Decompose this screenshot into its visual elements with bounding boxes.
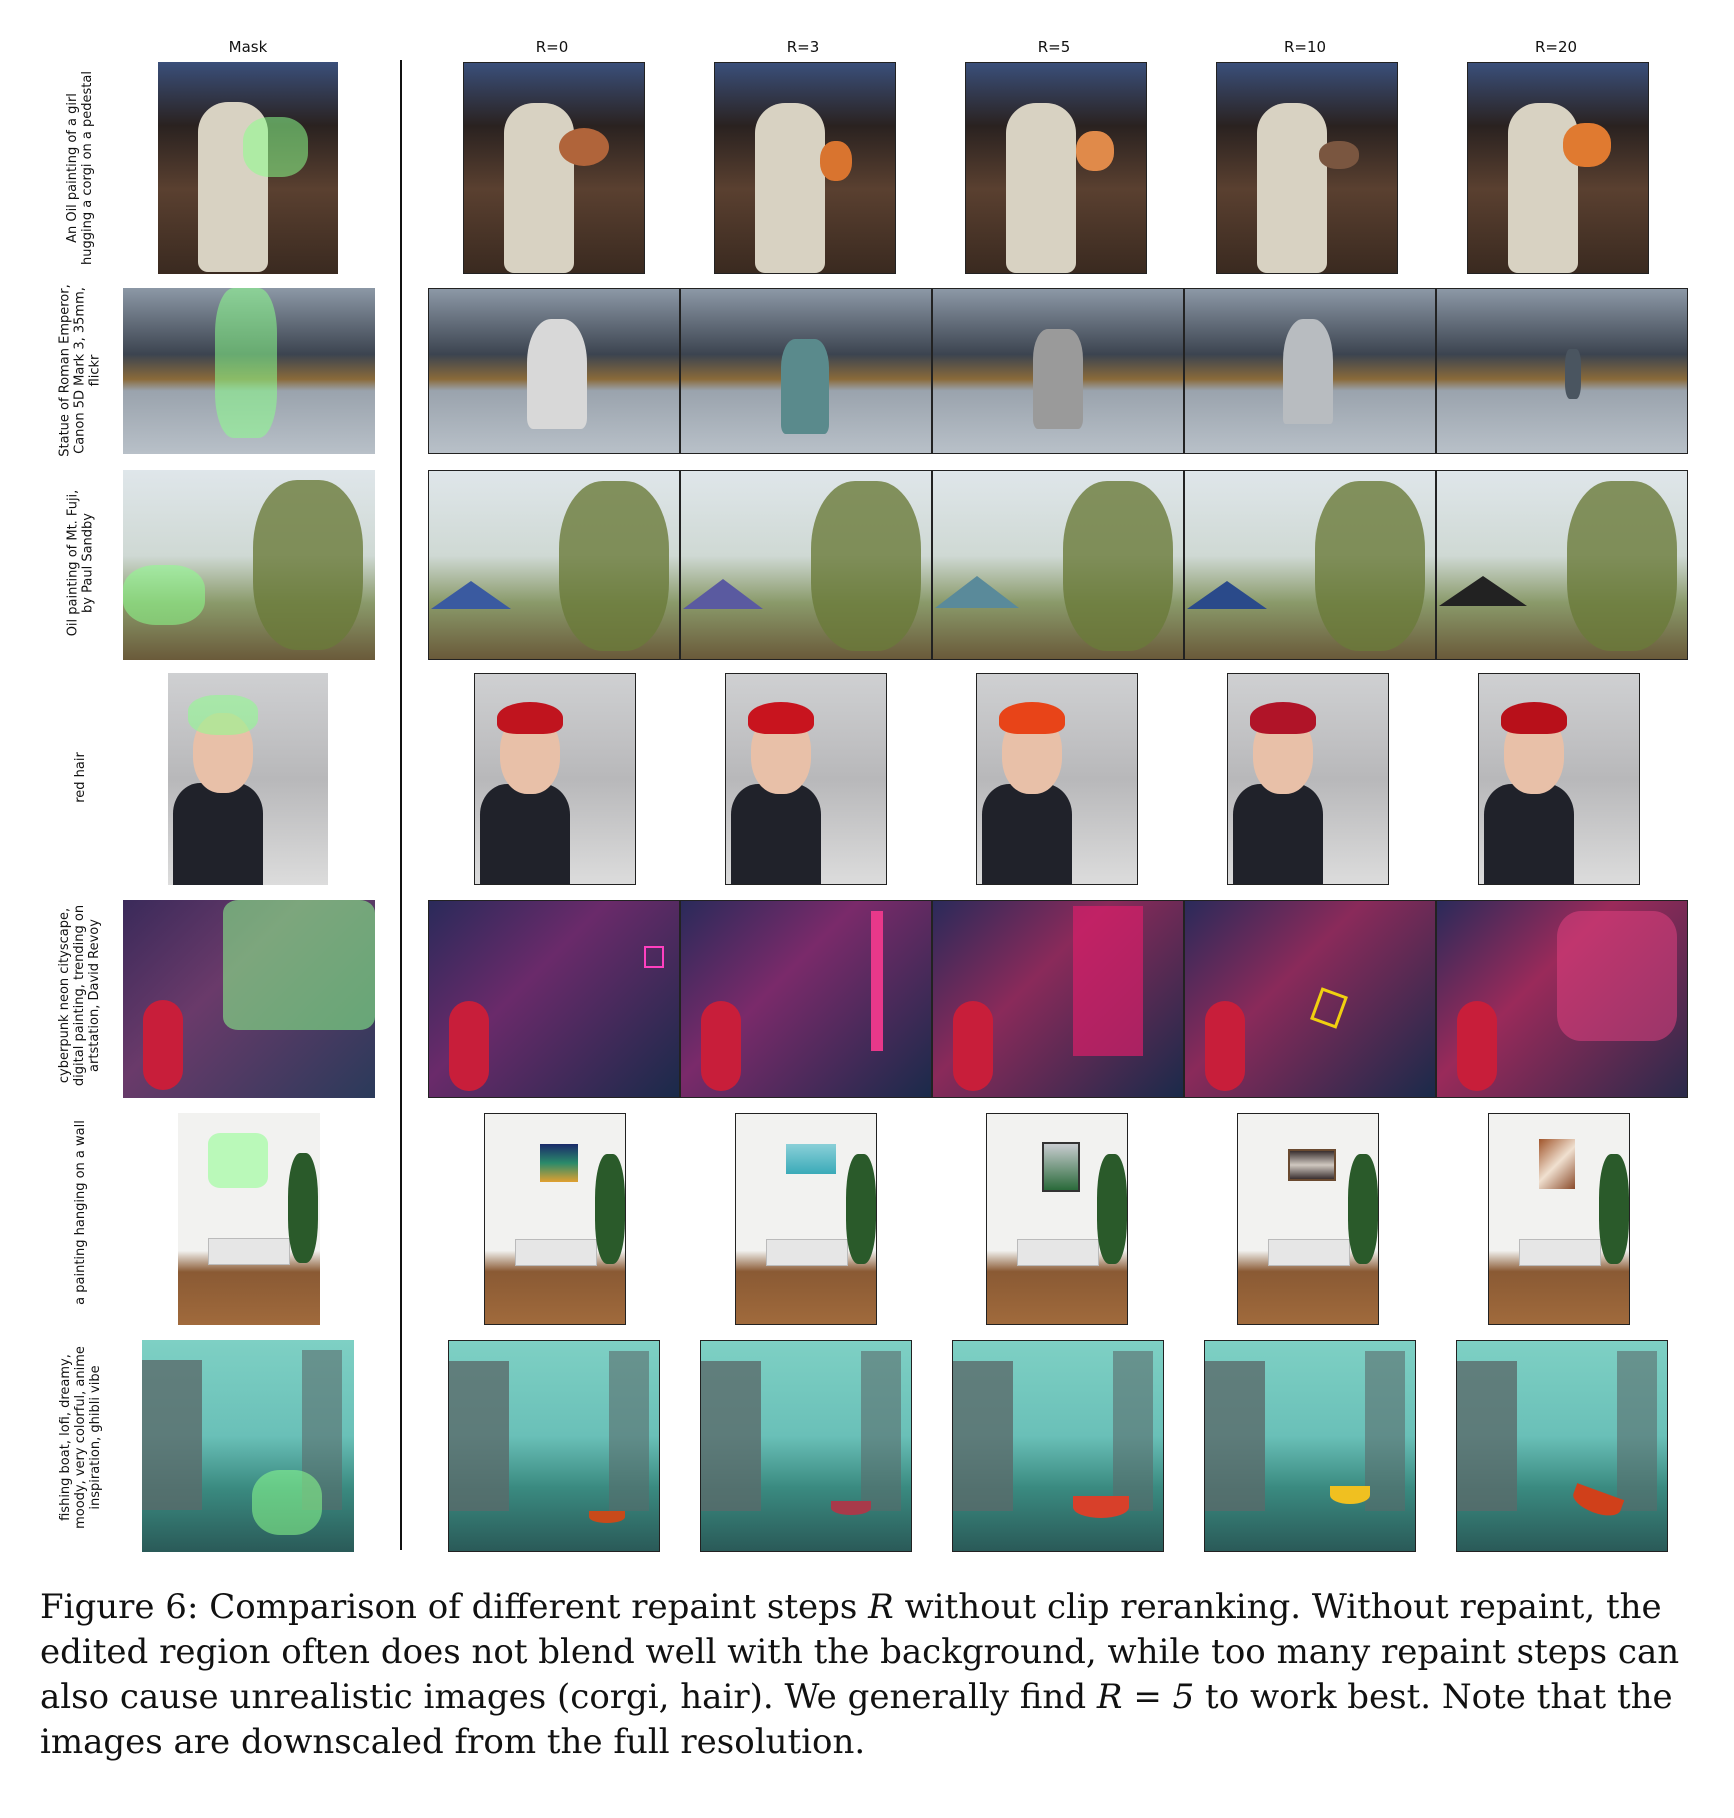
image-wall-r3 bbox=[735, 1113, 877, 1325]
image-corgi-r5 bbox=[965, 62, 1147, 274]
image-cyberpunk-r3 bbox=[680, 900, 932, 1098]
image-hair-r0 bbox=[474, 673, 636, 885]
caption-text-1: Comparison of different repaint steps bbox=[198, 1587, 869, 1627]
row-label-red-hair: red hair bbox=[72, 752, 88, 803]
image-wall-r20 bbox=[1488, 1113, 1630, 1325]
caption-text-2: without clip reranking. Without repaint,… bbox=[40, 1587, 1680, 1717]
image-cyberpunk-r5 bbox=[932, 900, 1184, 1098]
image-corgi-r20 bbox=[1467, 62, 1649, 274]
column-header-r3: R=3 bbox=[786, 38, 820, 56]
column-header-r10: R=10 bbox=[1283, 38, 1327, 56]
image-statue-r10 bbox=[1184, 288, 1436, 454]
caption-var-r: R bbox=[868, 1587, 894, 1627]
image-boat-r3 bbox=[700, 1340, 912, 1552]
image-wall-r10 bbox=[1237, 1113, 1379, 1325]
row-label-painting-wall: a painting hanging on a wall bbox=[72, 1120, 88, 1305]
image-cyberpunk-r0 bbox=[428, 900, 680, 1098]
caption-figure-label: Figure 6: bbox=[40, 1587, 199, 1627]
row-label-fuji: Oil painting of Mt. Fuji, by Paul Sandby bbox=[65, 489, 95, 636]
caption-text-3: to work best. Note that the images are d… bbox=[40, 1677, 1673, 1762]
column-header-r0: R=0 bbox=[535, 38, 569, 56]
image-statue-r20 bbox=[1436, 288, 1688, 454]
column-header-r20: R=20 bbox=[1534, 38, 1578, 56]
image-fuji-r10 bbox=[1184, 470, 1436, 660]
row-label-fishing-boat: fishing boat, lofi, dreamy, moody, very c… bbox=[57, 1346, 103, 1529]
image-fuji-mask bbox=[123, 470, 375, 660]
image-corgi-r0 bbox=[463, 62, 645, 274]
image-cyberpunk-r10 bbox=[1184, 900, 1436, 1098]
image-corgi-mask bbox=[158, 62, 338, 274]
image-hair-r10 bbox=[1227, 673, 1389, 885]
image-boat-mask bbox=[142, 1340, 354, 1552]
row-label-cyberpunk: cyberpunk neon cityscape, digital paintin… bbox=[57, 904, 103, 1086]
image-cyberpunk-r20 bbox=[1436, 900, 1688, 1098]
image-hair-mask bbox=[168, 673, 328, 885]
image-corgi-r3 bbox=[714, 62, 896, 274]
column-divider bbox=[400, 60, 402, 1550]
image-boat-r5 bbox=[952, 1340, 1164, 1552]
image-statue-mask bbox=[123, 288, 375, 454]
image-statue-r5 bbox=[932, 288, 1184, 454]
image-fuji-r20 bbox=[1436, 470, 1688, 660]
figure-caption: Figure 6: Comparison of different repain… bbox=[40, 1585, 1694, 1765]
caption-equation: R = 5 bbox=[1096, 1677, 1195, 1717]
image-statue-r0 bbox=[428, 288, 680, 454]
image-fuji-r3 bbox=[680, 470, 932, 660]
image-wall-r0 bbox=[484, 1113, 626, 1325]
image-hair-r3 bbox=[725, 673, 887, 885]
row-label-statue: Statue of Roman Emperor, Canon 5D Mark 3,… bbox=[57, 283, 103, 457]
image-statue-r3 bbox=[680, 288, 932, 454]
image-hair-r20 bbox=[1478, 673, 1640, 885]
image-wall-mask bbox=[178, 1113, 320, 1325]
image-cyberpunk-mask bbox=[123, 900, 375, 1098]
image-boat-r20 bbox=[1456, 1340, 1668, 1552]
image-boat-r10 bbox=[1204, 1340, 1416, 1552]
image-fuji-r5 bbox=[932, 470, 1184, 660]
row-label-corgi: An Oil painting of a girl hugging a corgi… bbox=[65, 70, 95, 265]
image-hair-r5 bbox=[976, 673, 1138, 885]
column-header-r5: R=5 bbox=[1037, 38, 1071, 56]
column-header-mask: Mask bbox=[228, 38, 268, 56]
image-corgi-r10 bbox=[1216, 62, 1398, 274]
image-wall-r5 bbox=[986, 1113, 1128, 1325]
image-boat-r0 bbox=[448, 1340, 660, 1552]
image-fuji-r0 bbox=[428, 470, 680, 660]
